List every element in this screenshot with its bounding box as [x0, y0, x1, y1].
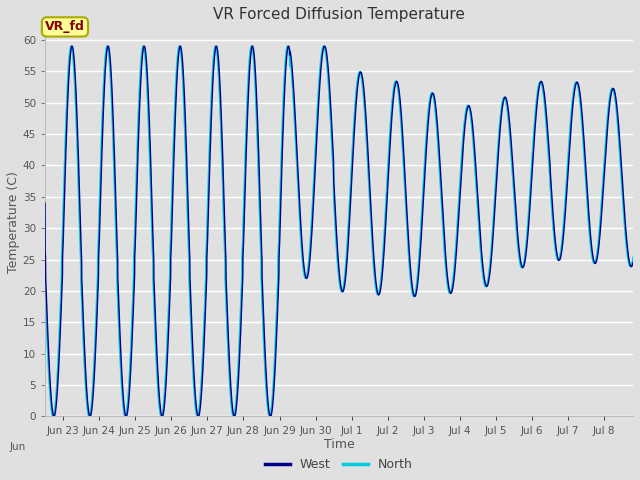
X-axis label: Time: Time	[324, 438, 355, 451]
Title: VR Forced Diffusion Temperature: VR Forced Diffusion Temperature	[213, 7, 465, 22]
Y-axis label: Temperature (C): Temperature (C)	[7, 171, 20, 273]
Text: Jun: Jun	[10, 442, 26, 452]
Text: VR_fd: VR_fd	[45, 21, 85, 34]
Legend: West, North: West, North	[260, 454, 418, 476]
